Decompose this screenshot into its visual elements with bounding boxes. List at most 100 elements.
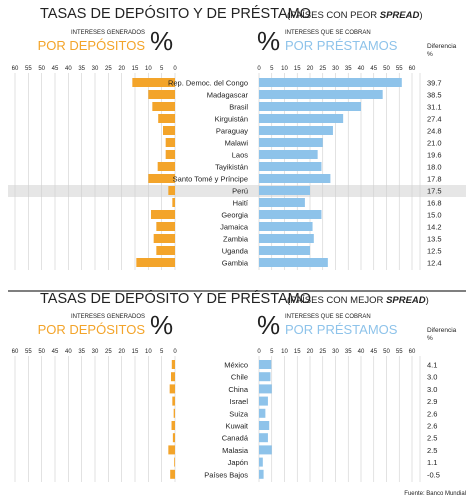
chart2-loan-bar (259, 433, 268, 443)
chart2-right-tick: 35 (345, 349, 352, 355)
chart2-right-tick: 5 (270, 349, 274, 355)
chart1-left-tick: 20 (118, 66, 125, 72)
chart1-right-header-pct: % (257, 26, 280, 56)
chart1-subtitle: (PAÍSES CON PEOR SPREAD) (287, 10, 423, 21)
chart2-country-label: China (228, 385, 248, 394)
chart2-diff-value: 2.5 (427, 446, 437, 455)
chart2-diff-value: 2.9 (427, 397, 437, 406)
chart1-deposit-bar (168, 186, 175, 195)
chart1-loan-bar (259, 174, 331, 183)
chart1-left-tick: 15 (132, 66, 139, 72)
chart2-deposit-bar (170, 469, 175, 479)
chart2-subtitle-em: SPREAD (386, 295, 426, 306)
chart2-right-tick: 50 (383, 349, 390, 355)
chart1-loan-bar (259, 186, 310, 195)
chart2-left-header-small: INTERESES GENERADOS (71, 314, 145, 320)
chart2-loan-bar (259, 396, 268, 406)
chart1-country-label: Malawi (225, 139, 249, 148)
chart1-left-header-small: INTERESES GENERADOS (71, 30, 145, 36)
chart1-loan-bar (259, 138, 323, 147)
chart2-loan-bar (259, 372, 271, 382)
chart1-highlight-row (8, 185, 466, 197)
chart1-right-tick: 15 (294, 66, 301, 72)
chart1-diff-value: 17.8 (427, 175, 442, 184)
chart1-right-tick: 10 (281, 66, 288, 72)
chart1-deposit-bar (151, 210, 175, 219)
chart1-country-label: Madagascar (207, 91, 249, 100)
chart1-diff-value: 21.0 (427, 139, 442, 148)
chart2-right-tick: 0 (257, 349, 261, 355)
chart1-right-tick: 60 (409, 66, 416, 72)
chart1-diff-value: 12.5 (427, 247, 442, 256)
chart2-deposit-bar (173, 408, 175, 418)
chart2-diff-value: -0.5 (427, 470, 440, 479)
chart2-subtitle: (PAÍSES CON MEJOR SPREAD) (287, 295, 429, 306)
chart1-deposit-bar (148, 174, 175, 183)
chart2-diff-value: 4.1 (427, 361, 437, 370)
chart1-right-tick: 30 (332, 66, 339, 72)
chart1-diff-value: 31.1 (427, 103, 442, 112)
chart1-title: TASAS DE DEPÓSITO Y DE PRÉSTAMO (40, 5, 311, 22)
chart1-diff-value: 27.4 (427, 115, 442, 124)
chart2-right-header-big: POR PRÉSTAMOS (285, 322, 398, 337)
chart1-diff-value: 24.8 (427, 127, 442, 136)
chart2-right-tick: 60 (409, 349, 416, 355)
chart2-right-tick: 45 (370, 349, 377, 355)
chart1-diff-header-unit: % (427, 51, 433, 58)
source-note: Fuente: Banco Mundial (404, 491, 466, 497)
chart1-loan-bar (259, 102, 361, 111)
chart1-right-tick: 0 (257, 66, 261, 72)
chart1-loan-bar (259, 246, 310, 255)
chart2-left-tick: 20 (118, 349, 125, 355)
chart2-left-tick: 45 (52, 349, 59, 355)
chart2-left-tick: 35 (78, 349, 85, 355)
chart2-loan-bar (259, 457, 263, 467)
chart1-country-label: Laos (232, 151, 249, 160)
chart2-deposit-bar (168, 445, 175, 455)
chart2-right-tick: 20 (307, 349, 314, 355)
chart2-left-header-pct: % (150, 310, 173, 340)
chart1-diff-value: 38.5 (427, 91, 442, 100)
chart2-country-label: Países Bajos (204, 470, 248, 479)
chart2-diff-header-unit: % (427, 335, 433, 342)
chart2-deposit-bar (174, 457, 175, 467)
chart2-diff-header: Diferencia (427, 327, 457, 334)
chart1-left-header-big: POR DEPÓSITOS (38, 38, 146, 53)
chart1-loan-bar (259, 258, 328, 267)
chart1-right-tick: 25 (319, 66, 326, 72)
chart1-loan-bar (259, 222, 313, 231)
chart2-right-tick: 55 (396, 349, 403, 355)
chart1-left-tick: 45 (52, 66, 59, 72)
chart2-right-header-pct: % (257, 310, 280, 340)
chart1-right-header-big: POR PRÉSTAMOS (285, 38, 398, 53)
chart1-country-label: Rep. Democ. del Congo (168, 79, 248, 88)
chart2-deposit-bar (171, 421, 175, 430)
chart1-country-label: Zambia (223, 235, 249, 244)
chart1-diff-value: 14.2 (427, 223, 442, 232)
chart2-left-tick: 50 (38, 349, 45, 355)
chart1-left-header-pct: % (150, 26, 173, 56)
chart1-left-tick: 40 (65, 66, 72, 72)
chart2-country-label: Japón (228, 458, 248, 467)
chart2-diff-value: 2.6 (427, 409, 437, 418)
chart1-deposit-bar (156, 222, 175, 231)
chart2-title: TASAS DE DEPÓSITO Y DE PRÉSTAMO (40, 290, 311, 307)
chart1-right-tick: 40 (358, 66, 365, 72)
chart1-diff-value: 39.7 (427, 79, 442, 88)
chart1-left-tick: 60 (12, 66, 19, 72)
chart2-diff-value: 3.0 (427, 385, 437, 394)
chart2-deposit-bar (172, 433, 175, 443)
chart1-left-tick: 0 (173, 66, 177, 72)
chart2-loan-bar (259, 421, 270, 430)
chart2-left-tick: 55 (25, 349, 32, 355)
chart1-loan-bar (259, 198, 305, 207)
chart1-subtitle-open: (PAÍSES CON PEOR (287, 10, 380, 21)
chart2-loan-bar (259, 445, 272, 455)
chart1-loan-bar (259, 150, 318, 159)
chart2-loan-bar (259, 469, 264, 479)
chart1-country-label: Santo Tomé y Príncipe (173, 175, 248, 184)
chart2-left-tick: 60 (12, 349, 19, 355)
chart2-loan-bar (259, 384, 272, 394)
chart1-right-header-small: INTERESES QUE SE COBRAN (285, 30, 371, 36)
